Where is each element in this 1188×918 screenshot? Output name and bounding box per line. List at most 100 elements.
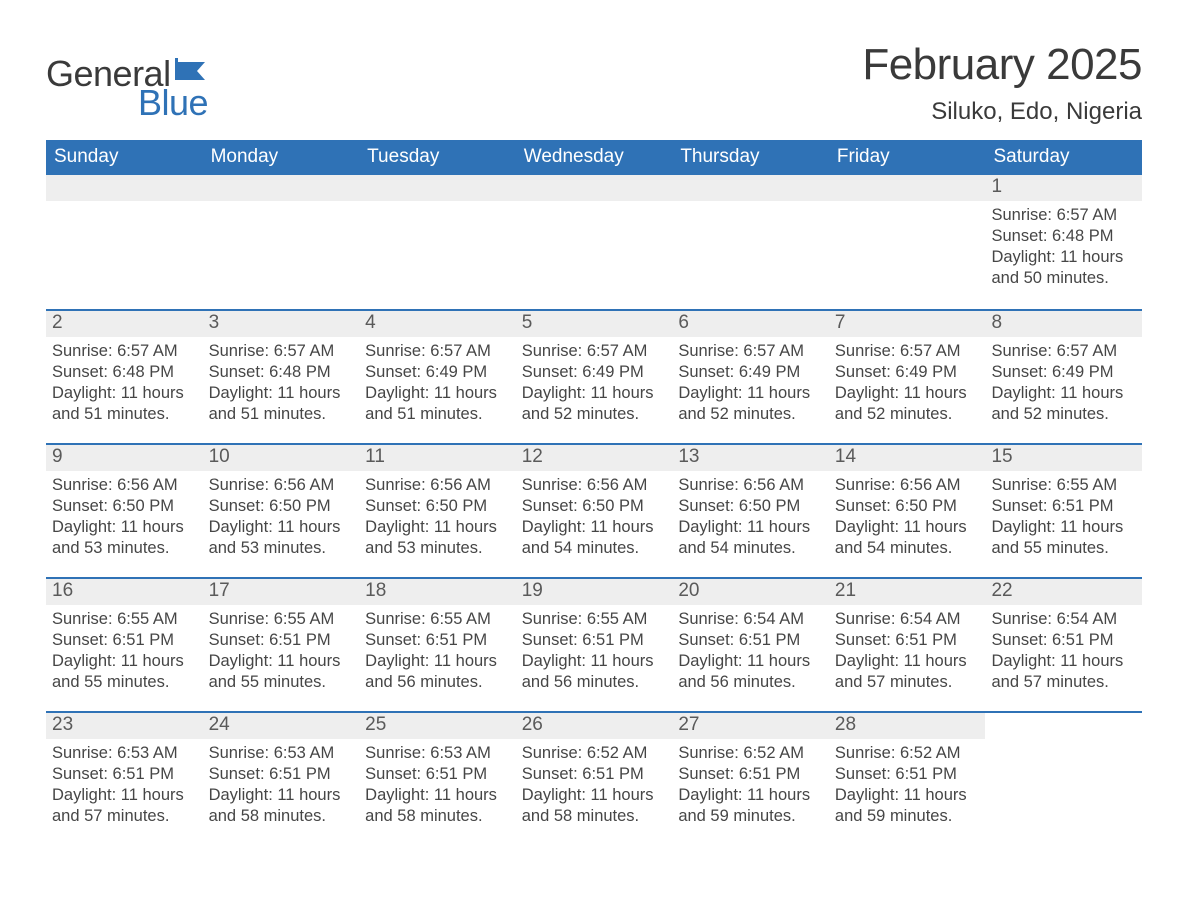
day-cell: 8Sunrise: 6:57 AMSunset: 6:49 PMDaylight… [985, 311, 1142, 443]
day-cell: 9Sunrise: 6:56 AMSunset: 6:50 PMDaylight… [46, 445, 203, 577]
empty-day-strip [672, 175, 829, 201]
day-details: Sunrise: 6:57 AMSunset: 6:49 PMDaylight:… [672, 337, 829, 433]
sunrise-text: Sunrise: 6:57 AM [678, 341, 823, 362]
day-details: Sunrise: 6:56 AMSunset: 6:50 PMDaylight:… [203, 471, 360, 567]
sunrise-text: Sunrise: 6:55 AM [209, 609, 354, 630]
daylight-text: Daylight: 11 hours and 51 minutes. [52, 383, 197, 425]
daylight-text: Daylight: 11 hours and 54 minutes. [835, 517, 980, 559]
day-details: Sunrise: 6:53 AMSunset: 6:51 PMDaylight:… [359, 739, 516, 835]
day-cell [46, 175, 203, 309]
week-row: 2Sunrise: 6:57 AMSunset: 6:48 PMDaylight… [46, 309, 1142, 443]
sunset-text: Sunset: 6:51 PM [209, 630, 354, 651]
day-details: Sunrise: 6:55 AMSunset: 6:51 PMDaylight:… [359, 605, 516, 701]
daylight-text: Daylight: 11 hours and 51 minutes. [365, 383, 510, 425]
daylight-text: Daylight: 11 hours and 52 minutes. [678, 383, 823, 425]
day-details: Sunrise: 6:52 AMSunset: 6:51 PMDaylight:… [829, 739, 986, 835]
sunset-text: Sunset: 6:51 PM [678, 630, 823, 651]
week-row: 23Sunrise: 6:53 AMSunset: 6:51 PMDayligh… [46, 711, 1142, 845]
day-details: Sunrise: 6:56 AMSunset: 6:50 PMDaylight:… [829, 471, 986, 567]
day-number: 22 [985, 579, 1142, 605]
weekday-header: Wednesday [516, 140, 673, 175]
day-number: 23 [46, 713, 203, 739]
sunrise-text: Sunrise: 6:57 AM [991, 341, 1136, 362]
day-details: Sunrise: 6:53 AMSunset: 6:51 PMDaylight:… [203, 739, 360, 835]
daylight-text: Daylight: 11 hours and 56 minutes. [365, 651, 510, 693]
day-number: 3 [203, 311, 360, 337]
day-number: 12 [516, 445, 673, 471]
sunset-text: Sunset: 6:51 PM [991, 496, 1136, 517]
day-details: Sunrise: 6:57 AMSunset: 6:49 PMDaylight:… [359, 337, 516, 433]
day-number: 2 [46, 311, 203, 337]
day-number: 5 [516, 311, 673, 337]
day-cell: 25Sunrise: 6:53 AMSunset: 6:51 PMDayligh… [359, 713, 516, 845]
sunset-text: Sunset: 6:49 PM [522, 362, 667, 383]
daylight-text: Daylight: 11 hours and 58 minutes. [365, 785, 510, 827]
day-cell: 28Sunrise: 6:52 AMSunset: 6:51 PMDayligh… [829, 713, 986, 845]
day-number: 15 [985, 445, 1142, 471]
sunset-text: Sunset: 6:48 PM [991, 226, 1136, 247]
daylight-text: Daylight: 11 hours and 57 minutes. [991, 651, 1136, 693]
sunset-text: Sunset: 6:50 PM [678, 496, 823, 517]
day-details: Sunrise: 6:56 AMSunset: 6:50 PMDaylight:… [359, 471, 516, 567]
sunrise-text: Sunrise: 6:55 AM [52, 609, 197, 630]
day-cell: 20Sunrise: 6:54 AMSunset: 6:51 PMDayligh… [672, 579, 829, 711]
sunrise-text: Sunrise: 6:56 AM [52, 475, 197, 496]
sunrise-text: Sunrise: 6:55 AM [365, 609, 510, 630]
sunset-text: Sunset: 6:51 PM [522, 630, 667, 651]
day-number: 16 [46, 579, 203, 605]
sunrise-text: Sunrise: 6:57 AM [522, 341, 667, 362]
sunset-text: Sunset: 6:51 PM [835, 630, 980, 651]
sunset-text: Sunset: 6:51 PM [365, 764, 510, 785]
day-cell: 23Sunrise: 6:53 AMSunset: 6:51 PMDayligh… [46, 713, 203, 845]
day-details: Sunrise: 6:57 AMSunset: 6:48 PMDaylight:… [985, 201, 1142, 297]
day-details: Sunrise: 6:55 AMSunset: 6:51 PMDaylight:… [203, 605, 360, 701]
daylight-text: Daylight: 11 hours and 51 minutes. [209, 383, 354, 425]
sunrise-text: Sunrise: 6:53 AM [365, 743, 510, 764]
day-details: Sunrise: 6:52 AMSunset: 6:51 PMDaylight:… [672, 739, 829, 835]
day-number: 20 [672, 579, 829, 605]
day-cell: 4Sunrise: 6:57 AMSunset: 6:49 PMDaylight… [359, 311, 516, 443]
weekday-header: Tuesday [359, 140, 516, 175]
sunrise-text: Sunrise: 6:55 AM [991, 475, 1136, 496]
day-cell: 7Sunrise: 6:57 AMSunset: 6:49 PMDaylight… [829, 311, 986, 443]
sunset-text: Sunset: 6:50 PM [209, 496, 354, 517]
day-number: 8 [985, 311, 1142, 337]
day-cell: 3Sunrise: 6:57 AMSunset: 6:48 PMDaylight… [203, 311, 360, 443]
daylight-text: Daylight: 11 hours and 57 minutes. [52, 785, 197, 827]
daylight-text: Daylight: 11 hours and 56 minutes. [522, 651, 667, 693]
sunset-text: Sunset: 6:50 PM [365, 496, 510, 517]
day-number: 25 [359, 713, 516, 739]
sunrise-text: Sunrise: 6:55 AM [522, 609, 667, 630]
sunrise-text: Sunrise: 6:56 AM [835, 475, 980, 496]
day-number: 18 [359, 579, 516, 605]
sunset-text: Sunset: 6:49 PM [365, 362, 510, 383]
day-cell: 21Sunrise: 6:54 AMSunset: 6:51 PMDayligh… [829, 579, 986, 711]
week-row: 1Sunrise: 6:57 AMSunset: 6:48 PMDaylight… [46, 175, 1142, 309]
day-cell: 2Sunrise: 6:57 AMSunset: 6:48 PMDaylight… [46, 311, 203, 443]
day-number: 4 [359, 311, 516, 337]
daylight-text: Daylight: 11 hours and 53 minutes. [52, 517, 197, 559]
week-row: 9Sunrise: 6:56 AMSunset: 6:50 PMDaylight… [46, 443, 1142, 577]
calendar: Sunday Monday Tuesday Wednesday Thursday… [46, 140, 1142, 845]
day-details: Sunrise: 6:52 AMSunset: 6:51 PMDaylight:… [516, 739, 673, 835]
daylight-text: Daylight: 11 hours and 55 minutes. [209, 651, 354, 693]
sunset-text: Sunset: 6:49 PM [835, 362, 980, 383]
day-cell: 6Sunrise: 6:57 AMSunset: 6:49 PMDaylight… [672, 311, 829, 443]
sunrise-text: Sunrise: 6:54 AM [678, 609, 823, 630]
sunset-text: Sunset: 6:48 PM [209, 362, 354, 383]
day-cell: 22Sunrise: 6:54 AMSunset: 6:51 PMDayligh… [985, 579, 1142, 711]
day-details: Sunrise: 6:55 AMSunset: 6:51 PMDaylight:… [516, 605, 673, 701]
day-number: 19 [516, 579, 673, 605]
day-cell: 16Sunrise: 6:55 AMSunset: 6:51 PMDayligh… [46, 579, 203, 711]
day-details: Sunrise: 6:53 AMSunset: 6:51 PMDaylight:… [46, 739, 203, 835]
page: General Blue February 2025 Siluko, Edo, … [0, 0, 1188, 918]
weekday-header: Thursday [672, 140, 829, 175]
daylight-text: Daylight: 11 hours and 56 minutes. [678, 651, 823, 693]
sunset-text: Sunset: 6:48 PM [52, 362, 197, 383]
sunset-text: Sunset: 6:51 PM [209, 764, 354, 785]
sunrise-text: Sunrise: 6:54 AM [835, 609, 980, 630]
header: General Blue February 2025 Siluko, Edo, … [46, 40, 1142, 126]
day-number: 27 [672, 713, 829, 739]
day-cell: 14Sunrise: 6:56 AMSunset: 6:50 PMDayligh… [829, 445, 986, 577]
day-details: Sunrise: 6:54 AMSunset: 6:51 PMDaylight:… [672, 605, 829, 701]
